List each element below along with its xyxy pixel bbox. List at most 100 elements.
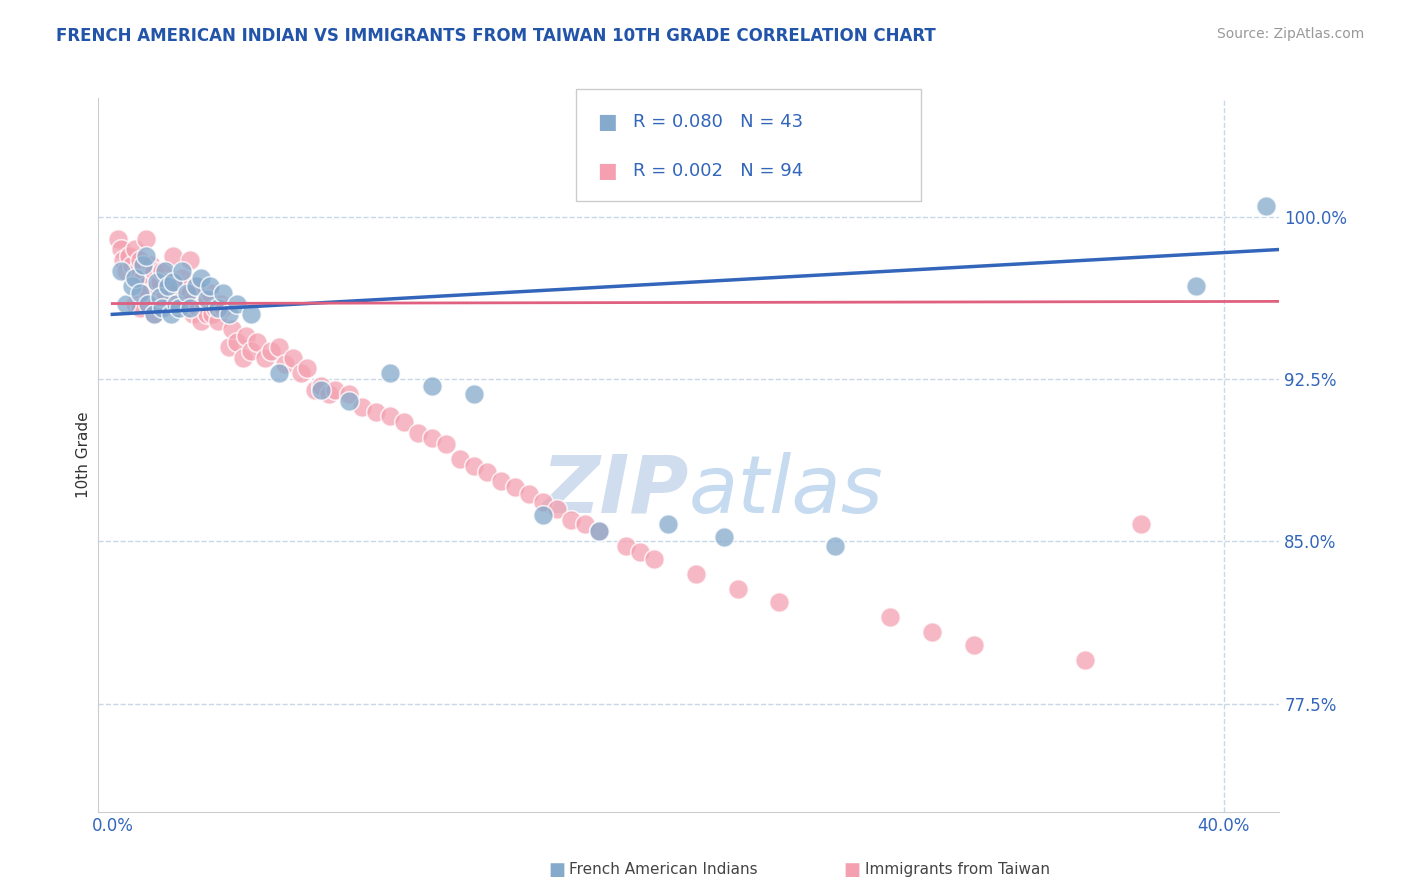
Point xyxy=(129,285,152,300)
Point xyxy=(406,426,429,441)
Point xyxy=(195,292,218,306)
Point xyxy=(146,275,169,289)
Point xyxy=(727,582,749,596)
Point xyxy=(503,480,526,494)
Point xyxy=(420,378,443,392)
Point xyxy=(267,366,290,380)
Point xyxy=(1074,653,1097,667)
Point xyxy=(162,285,184,300)
Point xyxy=(190,270,212,285)
Point xyxy=(159,296,181,310)
Point xyxy=(517,487,540,501)
Point xyxy=(150,264,173,278)
Point xyxy=(143,264,166,278)
Point xyxy=(121,279,143,293)
Point xyxy=(221,322,243,336)
Point xyxy=(463,458,485,473)
Point xyxy=(921,625,943,640)
Point xyxy=(380,409,402,423)
Point xyxy=(643,551,665,566)
Point xyxy=(198,285,221,300)
Point xyxy=(124,243,146,257)
Point xyxy=(574,517,596,532)
Text: R = 0.080   N = 43: R = 0.080 N = 43 xyxy=(633,113,803,131)
Point xyxy=(167,301,190,315)
Point xyxy=(143,307,166,321)
Point xyxy=(588,524,610,538)
Point xyxy=(204,301,226,315)
Point xyxy=(187,301,209,315)
Point xyxy=(240,344,263,359)
Point xyxy=(207,301,229,315)
Point xyxy=(281,351,304,365)
Point xyxy=(132,270,155,285)
Point xyxy=(232,351,254,365)
Point xyxy=(212,301,235,315)
Point xyxy=(159,307,181,321)
Point xyxy=(115,264,138,278)
Point xyxy=(366,405,388,419)
Point xyxy=(148,290,170,304)
Point xyxy=(167,279,190,293)
Point xyxy=(246,335,269,350)
Point xyxy=(685,566,707,581)
Point xyxy=(218,307,240,321)
Point xyxy=(824,539,846,553)
Point xyxy=(207,314,229,328)
Point xyxy=(127,264,149,278)
Point xyxy=(201,307,224,321)
Point xyxy=(337,393,360,408)
Point xyxy=(181,307,204,321)
Text: ■: ■ xyxy=(598,112,617,132)
Point xyxy=(318,387,340,401)
Point xyxy=(184,279,207,293)
Point xyxy=(184,279,207,293)
Point xyxy=(226,296,249,310)
Y-axis label: 10th Grade: 10th Grade xyxy=(76,411,91,499)
Point xyxy=(135,249,157,263)
Point xyxy=(290,366,312,380)
Point xyxy=(879,610,901,624)
Point xyxy=(380,366,402,380)
Point xyxy=(198,279,221,293)
Point xyxy=(628,545,651,559)
Point xyxy=(212,285,235,300)
Text: R = 0.002   N = 94: R = 0.002 N = 94 xyxy=(633,161,803,179)
Point xyxy=(150,296,173,310)
Point xyxy=(121,258,143,272)
Text: Source: ZipAtlas.com: Source: ZipAtlas.com xyxy=(1216,27,1364,41)
Point xyxy=(254,351,277,365)
Text: FRENCH AMERICAN INDIAN VS IMMIGRANTS FROM TAIWAN 10TH GRADE CORRELATION CHART: FRENCH AMERICAN INDIAN VS IMMIGRANTS FRO… xyxy=(56,27,936,45)
Point xyxy=(156,279,179,293)
Point xyxy=(156,275,179,289)
Point xyxy=(146,279,169,293)
Point xyxy=(768,595,790,609)
Point xyxy=(304,383,326,397)
Point xyxy=(195,307,218,321)
Point xyxy=(1185,279,1208,293)
Point xyxy=(179,253,201,268)
Point xyxy=(162,249,184,263)
Point xyxy=(434,437,457,451)
Point xyxy=(1129,517,1152,532)
Point xyxy=(267,340,290,354)
Point xyxy=(129,301,152,315)
Point xyxy=(143,307,166,321)
Text: ZIP: ZIP xyxy=(541,451,689,530)
Point xyxy=(713,530,735,544)
Text: ■: ■ xyxy=(844,861,860,879)
Point xyxy=(323,383,346,397)
Point xyxy=(153,285,176,300)
Point xyxy=(337,387,360,401)
Point xyxy=(176,296,198,310)
Point xyxy=(112,253,135,268)
Text: atlas: atlas xyxy=(689,451,884,530)
Point xyxy=(124,270,146,285)
Point xyxy=(546,502,568,516)
Point xyxy=(141,258,163,272)
Point xyxy=(110,264,132,278)
Point xyxy=(193,296,215,310)
Point xyxy=(616,539,638,553)
Point xyxy=(129,253,152,268)
Point xyxy=(352,401,374,415)
